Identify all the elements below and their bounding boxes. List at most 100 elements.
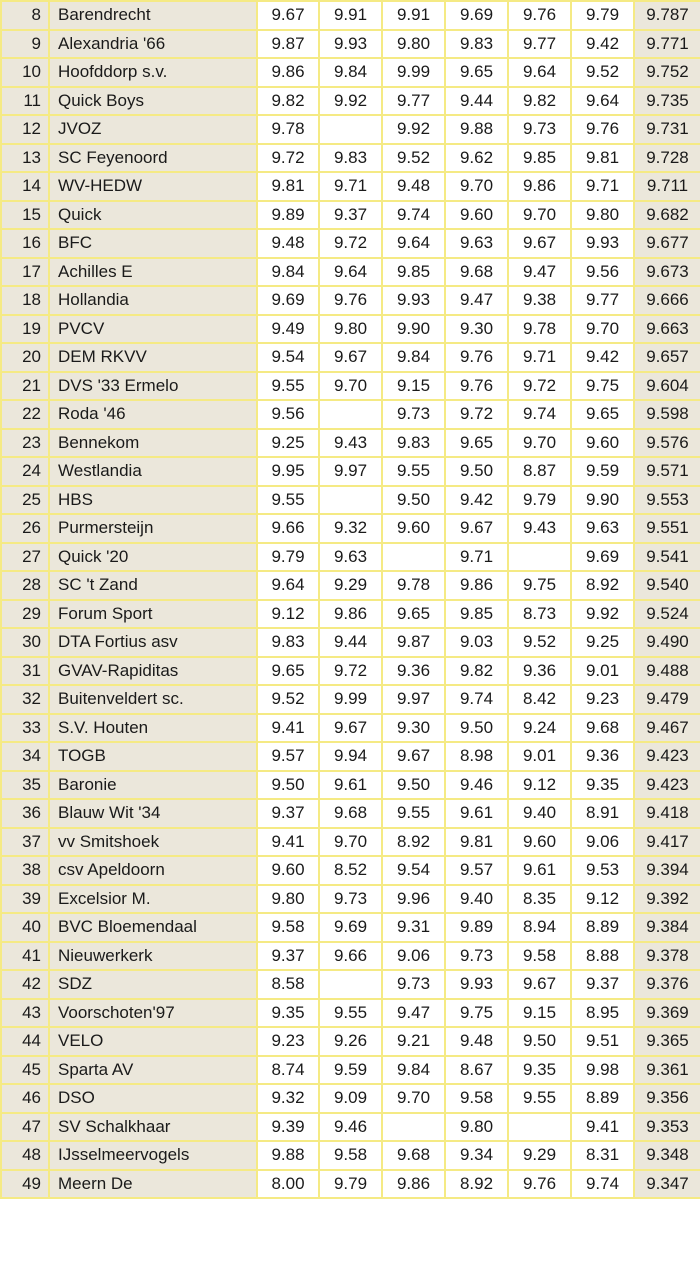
total-score-cell: 9.384 [633, 912, 700, 943]
total-score-cell: 9.735 [633, 85, 700, 116]
score-cell: 9.55 [256, 484, 320, 515]
rank-cell: 45 [0, 1054, 50, 1085]
club-name-cell: Hoofddorp s.v. [48, 57, 258, 88]
score-cell [318, 114, 383, 145]
score-cell: 9.71 [570, 171, 635, 202]
score-cell: 9.60 [570, 427, 635, 458]
score-cell: 9.82 [256, 85, 320, 116]
rank-cell: 29 [0, 598, 50, 629]
total-score-cell: 9.752 [633, 57, 700, 88]
score-cell [507, 541, 572, 572]
score-cell: 9.55 [507, 1083, 572, 1114]
score-cell: 9.72 [318, 228, 383, 259]
table-row: 44 VELO 9.23 9.26 9.21 9.48 9.50 9.51 9.365 [0, 1026, 700, 1057]
table-row: 45 Sparta AV 8.74 9.59 9.84 8.67 9.35 9.98 9.361 [0, 1054, 700, 1085]
club-name-cell: PVCV [48, 313, 258, 344]
table-row: 18 Hollandia 9.69 9.76 9.93 9.47 9.38 9.77 9.666 [0, 285, 700, 316]
score-cell: 9.25 [570, 627, 635, 658]
score-cell: 9.69 [256, 285, 320, 316]
rank-cell: 32 [0, 684, 50, 715]
score-cell: 9.06 [570, 826, 635, 857]
score-cell: 9.64 [507, 57, 572, 88]
club-name-cell: Nieuwerkerk [48, 940, 258, 971]
score-cell: 9.70 [507, 427, 572, 458]
score-cell: 9.46 [444, 769, 509, 800]
table-row: 9 Alexandria '66 9.87 9.93 9.80 9.83 9.77 9.42 9… [0, 28, 700, 59]
score-cell: 8.95 [570, 997, 635, 1028]
score-cell: 9.97 [381, 684, 446, 715]
score-cell: 9.35 [570, 769, 635, 800]
total-score-cell: 9.423 [633, 741, 700, 772]
rank-cell: 37 [0, 826, 50, 857]
table-row: 23 Bennekom 9.25 9.43 9.83 9.65 9.70 9.60 9.576 [0, 427, 700, 458]
score-cell: 8.52 [318, 855, 383, 886]
score-cell: 9.60 [381, 513, 446, 544]
score-cell: 9.54 [381, 855, 446, 886]
score-cell: 9.70 [381, 1083, 446, 1114]
ranking-table: 8 Barendrecht 9.67 9.91 9.91 9.69 9.76 9.79 9.78… [0, 0, 700, 1199]
score-cell: 9.42 [570, 28, 635, 59]
score-cell: 9.48 [256, 228, 320, 259]
rank-cell: 41 [0, 940, 50, 971]
club-name-cell: Barendrecht [48, 0, 258, 31]
score-cell: 8.67 [444, 1054, 509, 1085]
score-cell: 9.72 [507, 370, 572, 401]
score-cell: 9.92 [570, 598, 635, 629]
table-row: 25 HBS 9.55 9.50 9.42 9.79 9.90 9.553 [0, 484, 700, 515]
club-name-cell: Forum Sport [48, 598, 258, 629]
table-row: 27 Quick '20 9.79 9.63 9.71 9.69 9.541 [0, 541, 700, 572]
table-row: 17 Achilles E 9.84 9.64 9.85 9.68 9.47 9.56 9.67… [0, 256, 700, 287]
total-score-cell: 9.771 [633, 28, 700, 59]
score-cell: 9.72 [444, 399, 509, 430]
ranking-table-body: 8 Barendrecht 9.67 9.91 9.91 9.69 9.76 9.79 9.78… [0, 0, 700, 1199]
score-cell: 9.01 [570, 655, 635, 686]
score-cell: 9.76 [444, 342, 509, 373]
club-name-cell: DVS '33 Ermelo [48, 370, 258, 401]
score-cell: 9.73 [381, 399, 446, 430]
table-row: 15 Quick 9.89 9.37 9.74 9.60 9.70 9.80 9.682 [0, 199, 700, 230]
table-row: 26 Purmersteijn 9.66 9.32 9.60 9.67 9.43 9.63 9.… [0, 513, 700, 544]
table-row: 34 TOGB 9.57 9.94 9.67 8.98 9.01 9.36 9.423 [0, 741, 700, 772]
table-row: 13 SC Feyenoord 9.72 9.83 9.52 9.62 9.85 9.81 9.… [0, 142, 700, 173]
table-row: 39 Excelsior M. 9.80 9.73 9.96 9.40 8.35 9.12 9.… [0, 883, 700, 914]
club-name-cell: Voorschoten'97 [48, 997, 258, 1028]
score-cell: 9.76 [570, 114, 635, 145]
club-name-cell: IJsselmeervogels [48, 1140, 258, 1171]
score-cell: 8.94 [507, 912, 572, 943]
score-cell: 9.63 [570, 513, 635, 544]
score-cell: 9.67 [318, 342, 383, 373]
score-cell: 9.29 [318, 570, 383, 601]
score-cell: 9.37 [256, 940, 320, 971]
table-row: 46 DSO 9.32 9.09 9.70 9.58 9.55 8.89 9.356 [0, 1083, 700, 1114]
score-cell: 8.92 [570, 570, 635, 601]
total-score-cell: 9.361 [633, 1054, 700, 1085]
score-cell: 9.64 [318, 256, 383, 287]
total-score-cell: 9.348 [633, 1140, 700, 1171]
score-cell: 9.82 [444, 655, 509, 686]
score-cell: 8.74 [256, 1054, 320, 1085]
club-name-cell: Roda '46 [48, 399, 258, 430]
score-cell: 9.25 [256, 427, 320, 458]
score-cell [381, 541, 446, 572]
score-cell: 9.12 [507, 769, 572, 800]
score-cell: 9.99 [381, 57, 446, 88]
score-cell: 9.57 [256, 741, 320, 772]
score-cell: 9.09 [318, 1083, 383, 1114]
score-cell: 9.82 [507, 85, 572, 116]
table-row: 10 Hoofddorp s.v. 9.86 9.84 9.99 9.65 9.64 9.52… [0, 57, 700, 88]
score-cell: 9.47 [444, 285, 509, 316]
total-score-cell: 9.524 [633, 598, 700, 629]
score-cell: 9.88 [256, 1140, 320, 1171]
total-score-cell: 9.541 [633, 541, 700, 572]
score-cell: 9.67 [444, 513, 509, 544]
table-row: 37 vv Smitshoek 9.41 9.70 8.92 9.81 9.60 9.06 9.… [0, 826, 700, 857]
total-score-cell: 9.376 [633, 969, 700, 1000]
table-row: 19 PVCV 9.49 9.80 9.90 9.30 9.78 9.70 9.663 [0, 313, 700, 344]
score-cell: 9.21 [381, 1026, 446, 1057]
total-score-cell: 9.392 [633, 883, 700, 914]
rank-cell: 16 [0, 228, 50, 259]
table-row: 20 DEM RKVV 9.54 9.67 9.84 9.76 9.71 9.42 9.657 [0, 342, 700, 373]
score-cell: 9.15 [507, 997, 572, 1028]
score-cell: 9.74 [507, 399, 572, 430]
score-cell: 9.68 [381, 1140, 446, 1171]
